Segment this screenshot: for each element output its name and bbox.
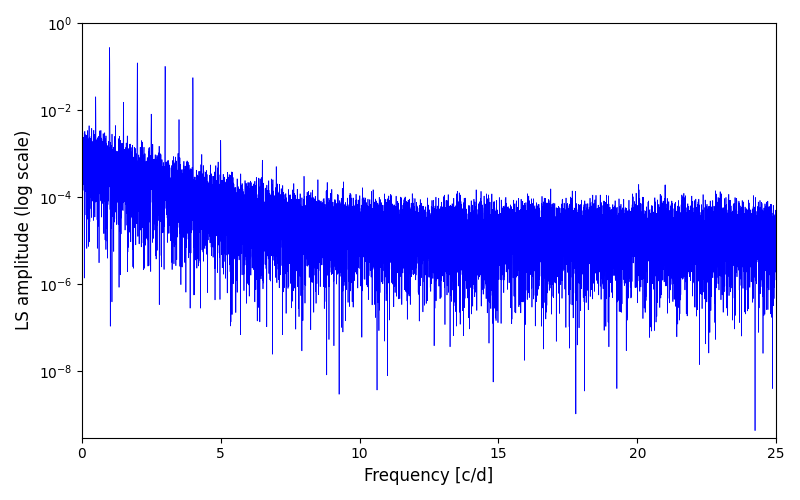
Y-axis label: LS amplitude (log scale): LS amplitude (log scale) — [15, 130, 33, 330]
X-axis label: Frequency [c/d]: Frequency [c/d] — [364, 467, 494, 485]
